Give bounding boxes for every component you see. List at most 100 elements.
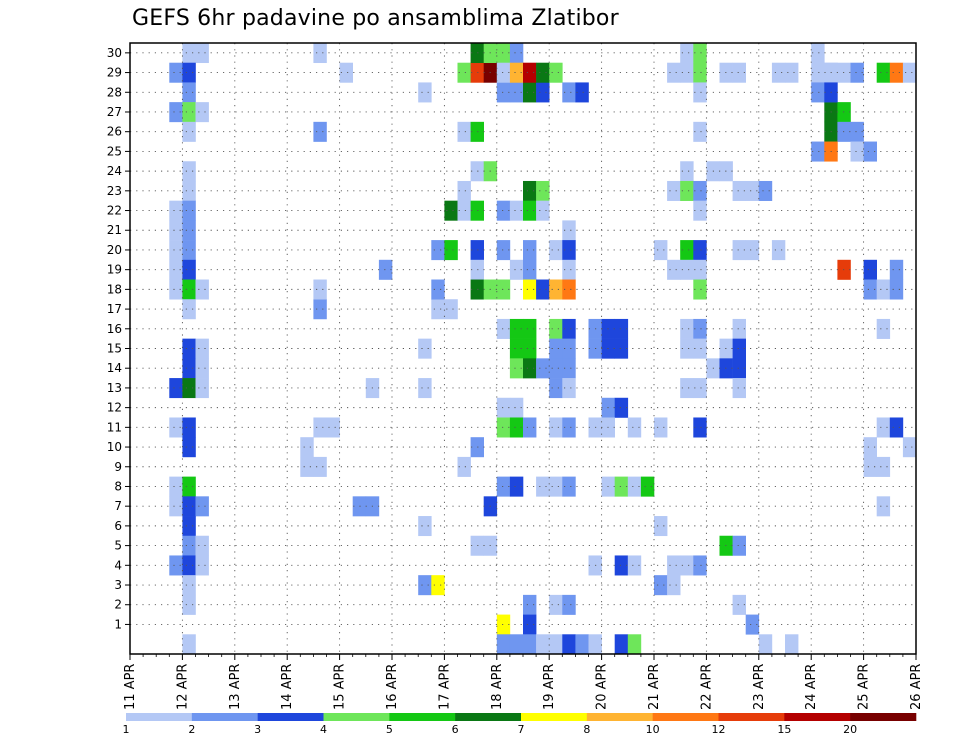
heatmap-cell bbox=[313, 121, 327, 142]
heatmap-cell bbox=[431, 299, 445, 320]
heatmap-cell bbox=[182, 378, 196, 399]
y-tick-label: 3 bbox=[114, 578, 122, 592]
heatmap-cell bbox=[169, 259, 183, 280]
y-tick-label: 30 bbox=[107, 46, 122, 60]
heatmap-cell bbox=[431, 575, 445, 596]
heatmap-cell bbox=[496, 200, 511, 221]
colorbar-label: 15 bbox=[777, 723, 791, 736]
y-tick-label: 8 bbox=[114, 479, 122, 493]
heatmap-cell bbox=[182, 180, 196, 201]
colorbar-swatch bbox=[521, 713, 588, 721]
heatmap-cell bbox=[850, 121, 864, 142]
heatmap-cell bbox=[496, 417, 511, 438]
colorbar-label: 5 bbox=[386, 723, 393, 736]
heatmap-cell bbox=[509, 259, 524, 280]
x-tick-label: 22 APR bbox=[699, 664, 714, 710]
heatmap-cell bbox=[575, 82, 589, 103]
chart-title: GEFS 6hr padavine po ansamblima Zlatibor bbox=[132, 6, 619, 31]
heatmap-cell bbox=[863, 141, 877, 162]
x-tick-label: 11 APR bbox=[123, 664, 138, 710]
heatmap-cell bbox=[693, 180, 707, 201]
y-tick-label: 26 bbox=[107, 125, 122, 139]
x-tick-label: 24 APR bbox=[804, 664, 819, 710]
heatmap-cell bbox=[496, 476, 511, 497]
heatmap-cell bbox=[457, 180, 471, 201]
heatmap-cell bbox=[523, 180, 537, 201]
heatmap-cell bbox=[313, 299, 327, 320]
heatmap-cell bbox=[785, 634, 799, 655]
heatmap-cell bbox=[680, 180, 694, 201]
y-tick-label: 2 bbox=[114, 598, 122, 612]
heatmap-cell bbox=[771, 62, 786, 83]
heatmap-cell bbox=[457, 62, 471, 83]
heatmap-cell bbox=[496, 62, 511, 83]
heatmap-cell bbox=[693, 200, 707, 221]
heatmap-cell bbox=[680, 378, 694, 399]
heatmap-cell bbox=[732, 318, 746, 339]
heatmap-cell bbox=[536, 180, 550, 201]
heatmap-cell bbox=[496, 318, 511, 339]
heatmap-cell bbox=[300, 456, 314, 477]
heatmap-cell bbox=[549, 594, 563, 615]
heatmap-cell bbox=[758, 634, 773, 655]
heatmap-cell bbox=[418, 575, 432, 596]
heatmap-cell bbox=[509, 358, 524, 379]
heatmap-cell bbox=[444, 299, 458, 320]
y-tick-label: 20 bbox=[107, 243, 122, 257]
y-tick-label: 24 bbox=[107, 164, 122, 178]
heatmap-cell bbox=[313, 417, 327, 438]
heatmap-cell bbox=[182, 220, 196, 241]
heatmap-cell bbox=[732, 180, 746, 201]
heatmap-cell bbox=[785, 62, 799, 83]
heatmap-cell bbox=[496, 279, 511, 300]
heatmap-cell bbox=[667, 259, 681, 280]
heatmap-cell bbox=[654, 417, 668, 438]
heatmap-cell bbox=[182, 200, 196, 221]
heatmap-cell bbox=[169, 102, 183, 123]
heatmap-cell bbox=[182, 634, 196, 655]
heatmap-cell bbox=[509, 200, 524, 221]
y-tick-label: 15 bbox=[107, 342, 122, 356]
heatmap-cell bbox=[680, 259, 694, 280]
heatmap-cell bbox=[444, 240, 458, 261]
heatmap-cell bbox=[549, 378, 563, 399]
y-tick-label: 7 bbox=[114, 499, 122, 513]
heatmap-cell bbox=[182, 516, 196, 537]
x-tick-label: 21 APR bbox=[647, 664, 662, 710]
heatmap-cell bbox=[182, 555, 196, 576]
heatmap-cell bbox=[195, 555, 209, 576]
y-tick-label: 16 bbox=[107, 322, 122, 336]
y-tick-label: 13 bbox=[107, 381, 122, 395]
heatmap-cell bbox=[549, 240, 563, 261]
heatmap-cell bbox=[863, 259, 877, 280]
y-tick-label: 4 bbox=[114, 558, 122, 572]
heatmap-cell bbox=[562, 220, 576, 241]
heatmap-cell bbox=[627, 555, 642, 576]
heatmap-cell bbox=[182, 338, 196, 359]
y-axis: 1234567891011121314151617181920212223242… bbox=[107, 46, 130, 631]
colorbar-swatch bbox=[323, 713, 390, 721]
heatmap-cell bbox=[523, 259, 537, 280]
heatmap-cell bbox=[771, 240, 786, 261]
heatmap-cell bbox=[509, 62, 524, 83]
y-tick-label: 1 bbox=[114, 617, 122, 631]
grid-lines bbox=[129, 43, 917, 654]
y-tick-label: 28 bbox=[107, 85, 122, 99]
heatmap-cell bbox=[693, 62, 707, 83]
heatmap-cell bbox=[549, 358, 563, 379]
heatmap-cell bbox=[889, 279, 904, 300]
heatmap-cell bbox=[876, 279, 891, 300]
heatmap-cell bbox=[169, 62, 183, 83]
colorbar-swatch bbox=[389, 713, 456, 721]
heatmap-cell bbox=[693, 82, 707, 103]
heatmap-cell bbox=[693, 338, 707, 359]
heatmap-cell bbox=[182, 161, 196, 182]
heatmap-cell bbox=[536, 358, 550, 379]
heatmap-cell bbox=[562, 594, 576, 615]
heatmap-cell bbox=[523, 279, 537, 300]
heatmap-cell bbox=[889, 417, 904, 438]
colorbar-label: 2 bbox=[188, 723, 195, 736]
colorbar-swatch bbox=[455, 713, 522, 721]
heatmap-cell bbox=[523, 417, 537, 438]
heatmap-cell bbox=[680, 318, 694, 339]
